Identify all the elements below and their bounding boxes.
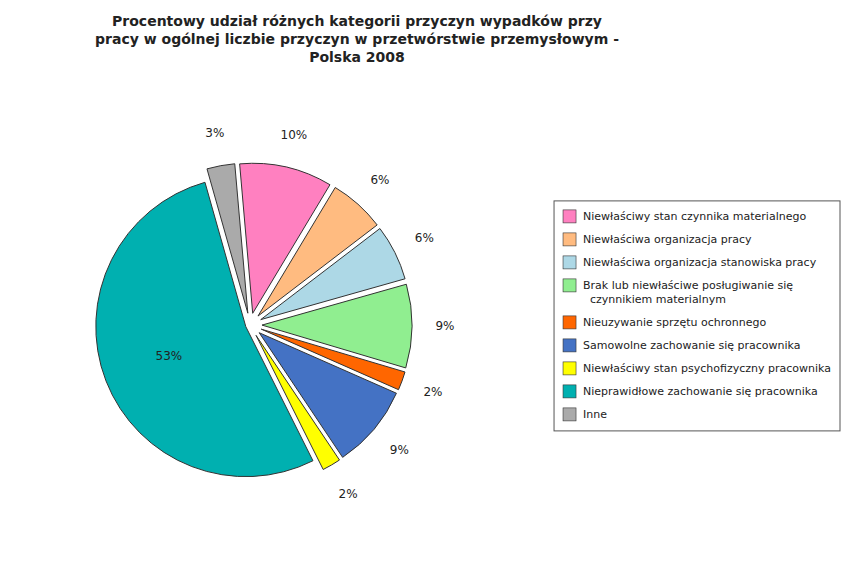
slice: [207, 164, 248, 313]
legend-label: Niewłaściwa organizacja stanowiska pracy: [583, 256, 817, 269]
legend-label: Nieuzywanie sprzętu ochronnego: [583, 316, 766, 329]
legend-label: Niewłaściwa organizacja pracy: [583, 233, 752, 246]
legend-label: Nieprawidłowe zachowanie się pracownika: [583, 385, 818, 398]
data-label: 6%: [370, 173, 389, 187]
legend-swatch: [563, 279, 576, 292]
legend-label: Brak lub niewłaściwe posługiwanie się cz…: [583, 279, 793, 306]
legend-label: Niewłaściwy stan czynnika materialnego: [583, 210, 806, 223]
data-label: 9%: [390, 443, 409, 457]
legend-swatch: [563, 233, 576, 246]
title: Procentowy udział różnych kategorii przy…: [95, 13, 619, 65]
data-label: 2%: [423, 385, 442, 399]
data-label: 10%: [281, 128, 308, 142]
data-label: 6%: [415, 231, 434, 245]
legend-swatch: [563, 339, 576, 352]
pie: [96, 163, 412, 476]
legend-swatch: [563, 316, 576, 329]
legend-swatch: [563, 385, 576, 398]
slice: [96, 182, 313, 476]
chart: Procentowy udział różnych kategorii przy…: [0, 0, 849, 585]
data-label: 53%: [156, 349, 183, 363]
legend-swatch: [563, 210, 576, 223]
legend-swatch: [563, 408, 576, 421]
legend-label: Inne: [583, 408, 607, 421]
data-label: 9%: [435, 319, 454, 333]
legend-frame: [554, 201, 840, 431]
legend-swatch: [563, 256, 576, 269]
legend: Niewłaściwy stan czynnika materialnego Ni…: [554, 201, 840, 431]
legend-label: Niewłaściwy stan psychofizyczny pracowni…: [583, 362, 831, 375]
data-label: 2%: [339, 487, 358, 501]
background: [0, 0, 849, 585]
data-labels: 10% 6% 6% 9% 2% 9% 2% 53% 3%: [156, 126, 455, 500]
legend-swatch: [563, 362, 576, 375]
data-label: 3%: [205, 126, 224, 140]
legend-label: Samowolne zachowanie się pracownika: [583, 339, 801, 352]
